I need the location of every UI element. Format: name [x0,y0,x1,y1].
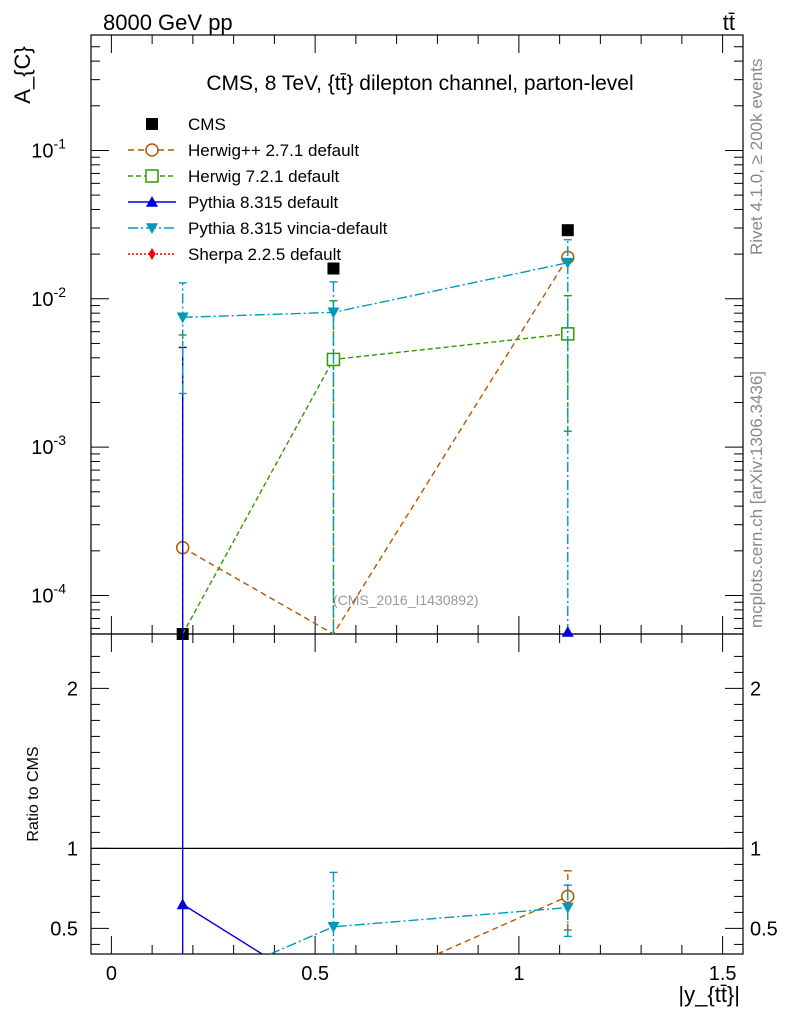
legend-marker [148,248,156,260]
series-line-pythia-8-315-vincia-default [182,262,568,319]
ratio-y-axis-label: Ratio to CMS [25,746,42,841]
main-y-tick-label: 10-1 [31,135,66,162]
series-line-herwig-2-7-1-default [182,257,569,635]
header-energy: 8000 GeV pp [103,10,233,35]
legend-marker [145,169,159,183]
ratio-y-tick-label-left: 0.5 [50,918,78,940]
legend-marker [146,118,158,130]
legend-marker [145,143,159,157]
x-tick-label: 0.5 [301,963,329,985]
series-line-herwig-2-7-1-default [437,895,569,955]
legend-label: Sherpa 2.2.5 default [188,245,341,264]
data-point [561,626,574,637]
header-process: tt̄ [723,10,735,35]
ratio-axis-ticks: 0 0.5 1 1.5 0.5 0.5 1 1 2 2 [50,634,778,985]
x-tick-label: 1 [513,963,524,985]
ratio-plot-frame [90,633,744,955]
data-point [561,257,574,269]
side-version-text: Rivet 4.1.0, ≥ 200k events [747,59,766,255]
x-tick-label: 0 [106,963,117,985]
data-point [327,922,340,933]
legend-label: Pythia 8.315 default [188,193,339,212]
ratio-y-tick-label-left: 2 [67,678,78,700]
chart-title: CMS, 8 TeV, {tt̄} dilepton channel, part… [206,72,633,95]
legend-label: Herwig 7.2.1 default [188,167,339,186]
ratio-y-tick-label-right: 0.5 [750,918,778,940]
main-y-tick-label: 10-4 [31,580,66,607]
legend-label: Pythia 8.315 vincia-default [188,219,388,238]
x-tick-label: 1.5 [709,963,737,985]
legend-marker [146,196,158,207]
main-y-tick-label: 10-3 [31,432,66,459]
series-line-pythia-8-315-default [182,903,263,955]
ratio-series-group [176,634,575,955]
main-series-group [175,224,575,640]
legend-label: CMS [188,115,226,134]
main-axis-ticks: 10-4 10-3 10-2 10-1 [31,35,743,634]
ratio-y-tick-label-left: 1 [67,838,78,860]
main-y-tick-label: 10-2 [31,284,66,311]
data-point [176,312,189,324]
ratio-y-tick-label-right: 1 [750,838,761,860]
data-point [561,224,574,237]
legend: CMS Herwig++ 2.7.1 default Herwig 7.2.1 de… [128,115,388,264]
main-y-axis-label: A_{C} [10,46,35,104]
ratio-y-tick-label-right: 2 [750,678,761,700]
x-axis-label: |y_{tt̄}| [678,982,740,1007]
side-site-text: mcplots.cern.ch [arXiv:1306.3436] [747,371,766,628]
data-point [327,262,340,275]
data-point [327,307,340,319]
data-point [176,898,189,910]
legend-label: Herwig++ 2.7.1 default [188,141,359,160]
analysis-watermark: (CMS_2016_I1430892) [333,592,479,608]
legend-marker [146,223,158,234]
series-line-herwig-7-2-1-default [182,333,568,635]
data-point [561,902,574,914]
